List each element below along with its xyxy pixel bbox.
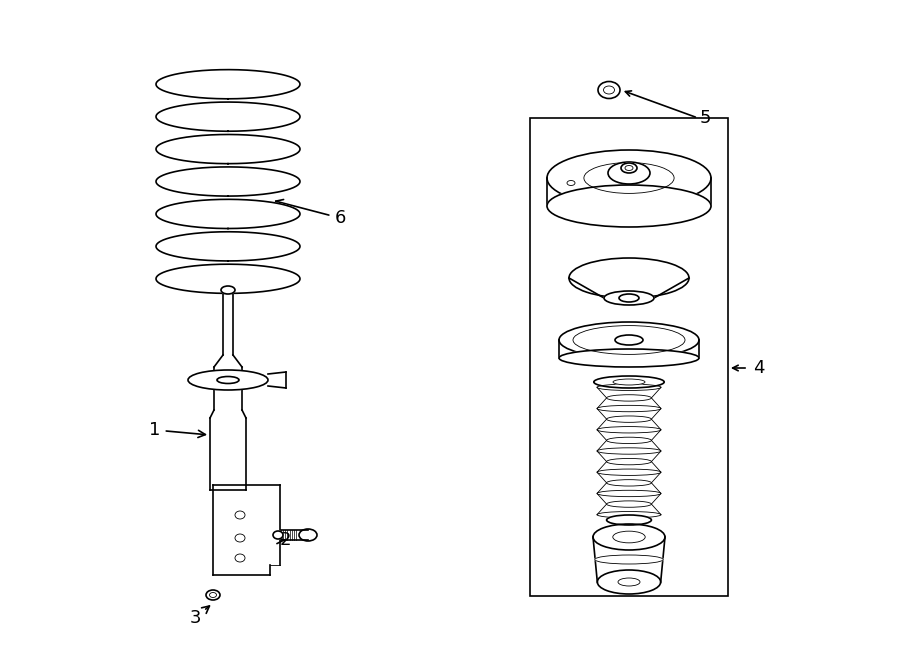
Polygon shape: [156, 69, 300, 98]
Ellipse shape: [559, 322, 699, 358]
Ellipse shape: [273, 531, 283, 539]
Ellipse shape: [618, 578, 640, 586]
Ellipse shape: [595, 555, 663, 564]
Ellipse shape: [597, 447, 661, 454]
Ellipse shape: [598, 81, 620, 98]
Ellipse shape: [619, 294, 639, 302]
Ellipse shape: [597, 405, 661, 412]
Ellipse shape: [608, 162, 650, 184]
Ellipse shape: [597, 490, 661, 496]
Ellipse shape: [607, 437, 652, 444]
Ellipse shape: [613, 379, 645, 385]
Polygon shape: [156, 134, 300, 164]
Ellipse shape: [569, 258, 689, 298]
Ellipse shape: [597, 469, 661, 475]
Ellipse shape: [615, 335, 643, 345]
Ellipse shape: [621, 163, 637, 173]
Ellipse shape: [598, 570, 661, 594]
Polygon shape: [156, 102, 300, 132]
Ellipse shape: [547, 185, 711, 227]
Ellipse shape: [597, 426, 661, 433]
Ellipse shape: [573, 326, 685, 354]
Text: 4: 4: [753, 359, 764, 377]
Ellipse shape: [235, 554, 245, 562]
Ellipse shape: [607, 515, 652, 525]
Ellipse shape: [235, 534, 245, 542]
Ellipse shape: [559, 349, 699, 367]
Ellipse shape: [547, 150, 711, 206]
Bar: [530, 118, 728, 596]
Polygon shape: [156, 232, 300, 261]
Ellipse shape: [221, 286, 235, 294]
Ellipse shape: [613, 531, 645, 543]
Ellipse shape: [299, 529, 317, 541]
Ellipse shape: [607, 395, 652, 401]
Polygon shape: [156, 200, 300, 229]
Ellipse shape: [607, 480, 652, 486]
Ellipse shape: [584, 163, 674, 194]
Ellipse shape: [604, 291, 654, 305]
Ellipse shape: [235, 511, 245, 519]
Ellipse shape: [594, 376, 664, 388]
Ellipse shape: [597, 384, 661, 391]
Ellipse shape: [217, 377, 239, 383]
Ellipse shape: [607, 416, 652, 422]
Ellipse shape: [597, 512, 661, 518]
Text: 2: 2: [277, 531, 291, 549]
Ellipse shape: [607, 501, 652, 507]
Ellipse shape: [567, 180, 575, 186]
Ellipse shape: [188, 370, 268, 390]
Polygon shape: [156, 167, 300, 196]
Text: 6: 6: [275, 200, 346, 227]
Polygon shape: [156, 264, 300, 293]
Text: 5: 5: [700, 109, 712, 127]
Ellipse shape: [593, 524, 665, 550]
Ellipse shape: [206, 590, 220, 600]
Text: 1: 1: [149, 421, 205, 439]
Ellipse shape: [607, 459, 652, 465]
Text: 3: 3: [189, 606, 210, 627]
